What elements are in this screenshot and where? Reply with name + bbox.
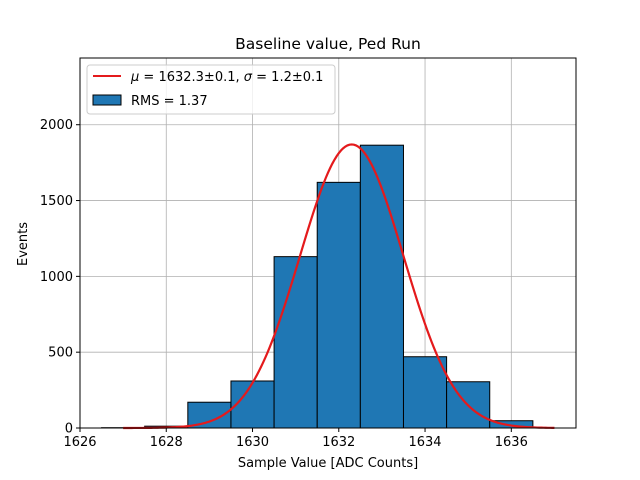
y-tick-label: 1000	[40, 270, 73, 285]
x-axis-title: Sample Value [ADC Counts]	[238, 456, 418, 471]
x-tick-label: 1632	[322, 435, 355, 450]
x-tick-label: 1628	[150, 435, 183, 450]
fit-curve-layer	[123, 143, 555, 430]
y-tick-label: 0	[65, 422, 73, 437]
y-axis-title: Events	[16, 222, 31, 266]
legend-box	[86, 64, 336, 115]
x-tick-label: 1636	[495, 435, 528, 450]
legend-mu-symbol: μ	[130, 70, 139, 85]
y-tick-label: 1500	[40, 194, 73, 209]
x-tick-label: 1630	[236, 435, 269, 450]
y-tick-label: 2000	[40, 118, 73, 133]
y-tick-label: 500	[48, 346, 73, 361]
legend: μ = 1632.3±0.1, σ = 1.2±0.1 RMS = 1.37	[86, 64, 336, 115]
legend-histogram-swatch	[92, 94, 122, 106]
histogram-bar	[273, 256, 318, 429]
chart-title: Baseline value, Ped Run	[235, 35, 421, 53]
x-tick-label: 1634	[408, 435, 441, 450]
y-axis-ticks: 0 500 1000 1500 2000	[40, 118, 80, 437]
legend-fit-label: μ = 1632.3±0.1, σ = 1.2±0.1	[130, 70, 323, 85]
histogram-bar	[230, 380, 275, 429]
histogram-bar	[402, 356, 448, 429]
x-axis-ticks: 1626 1628 1630 1632 1634 1636	[63, 428, 528, 450]
legend-mu-text: = 1632.3±0.1,	[139, 70, 243, 85]
x-tick-label: 1626	[63, 435, 96, 450]
legend-histogram-label: RMS = 1.37	[131, 94, 208, 109]
legend-sigma-symbol: σ	[244, 70, 253, 85]
histogram-bar	[316, 181, 361, 429]
legend-sigma-text: = 1.2±0.1	[252, 70, 323, 85]
plot-frame	[79, 57, 577, 429]
gaussian-fit-curve	[123, 143, 555, 430]
